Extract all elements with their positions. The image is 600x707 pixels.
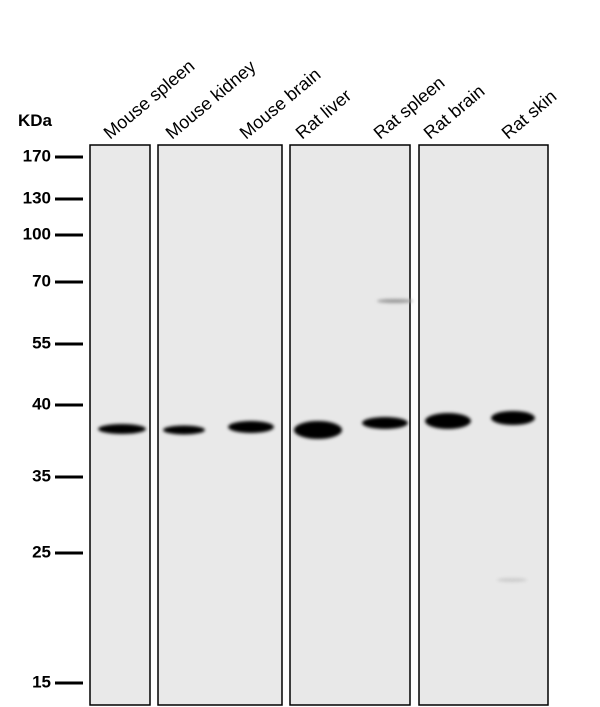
band [362,417,408,429]
band [425,413,471,429]
marker-label: 25 [32,542,51,561]
band [491,411,535,425]
marker-label: 35 [32,466,51,485]
unit-label: KDa [18,111,53,130]
faint-band [377,299,413,303]
marker-label: 70 [32,271,51,290]
marker-label: 40 [32,394,51,413]
lane-label: Rat skin [498,86,561,143]
marker-label: 55 [32,333,51,352]
faint-band [497,578,527,582]
marker-label: 130 [23,188,51,207]
marker-label: 15 [32,672,51,691]
band [163,425,205,435]
band [228,421,274,433]
band [294,421,342,439]
band [98,424,146,434]
marker-label: 170 [23,146,51,165]
marker-label: 100 [23,224,51,243]
